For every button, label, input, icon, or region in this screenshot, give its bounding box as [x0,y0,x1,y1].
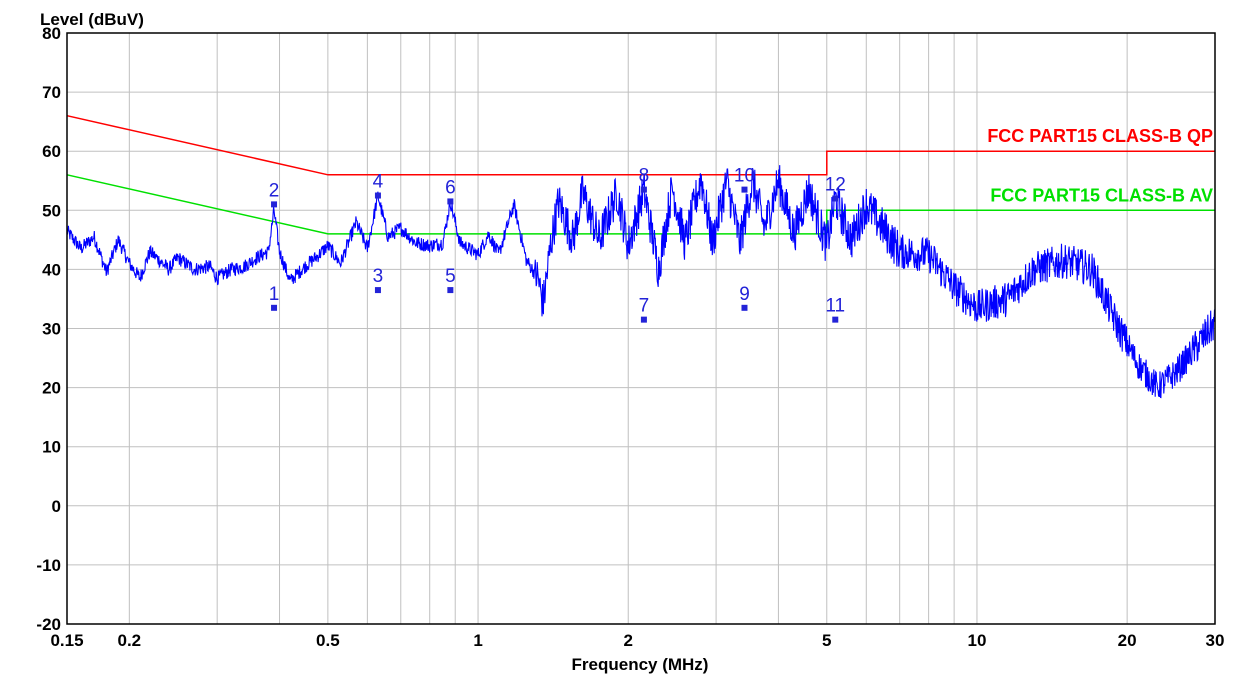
spectrum-trace [66,165,1216,399]
y-tick-label: 50 [42,201,61,220]
marker-label: 7 [639,296,650,317]
y-tick-label: 80 [42,24,61,43]
x-tick-label: 30 [1206,631,1225,650]
x-tick-label: 10 [967,631,986,650]
marker-point [271,304,278,311]
plot-grid [67,32,1216,625]
y-tick-label: -10 [36,556,61,575]
marker-label: 2 [269,180,280,201]
y-tick-label: 70 [42,83,61,102]
marker-label: 10 [734,166,755,187]
marker-label: 3 [373,266,384,287]
x-axis-title: Frequency (MHz) [572,655,709,674]
y-tick-label: 40 [42,260,61,279]
y-tick-label: 20 [42,379,61,398]
x-tick-label: 0.5 [316,631,340,650]
limit-label: FCC PART15 CLASS-B QP [987,126,1213,146]
y-tick-label: 0 [52,497,61,516]
marker-label: 12 [825,174,846,195]
marker-label: 1 [269,284,280,305]
x-tick-label: 5 [822,631,831,650]
marker-label: 11 [825,296,845,317]
y-tick-label: 60 [42,142,61,161]
marker-label: 6 [445,177,456,198]
y-tick-label: 10 [42,438,61,457]
limit-label: FCC PART15 CLASS-B AV [990,185,1213,205]
limit-line [66,114,1215,176]
marker-point [832,316,839,323]
measurement-trace [66,165,1216,399]
y-tick-label: 30 [42,320,61,339]
marker-label: 5 [445,266,456,287]
marker-point [271,201,278,208]
x-tick-label: 0.2 [118,631,142,650]
marker-label: 4 [373,172,384,193]
marker-point [741,304,748,311]
x-tick-label: 1 [473,631,482,650]
plot-frame [66,32,1216,625]
marker-point [447,287,454,294]
y-axis-title: Level (dBuV) [40,10,144,29]
marker-point [374,192,381,199]
marker-point [640,316,647,323]
x-tick-label: 0.15 [50,631,83,650]
marker-point [374,287,381,294]
x-tick-label: 2 [624,631,633,650]
x-tick-label: 20 [1118,631,1137,650]
y-tick-label: -20 [36,615,61,634]
marker-label: 8 [639,166,650,187]
marker-point [640,186,647,193]
marker-point [741,186,748,193]
marker-point [447,198,454,205]
marker-point [832,195,839,202]
marker-label: 9 [739,284,750,305]
